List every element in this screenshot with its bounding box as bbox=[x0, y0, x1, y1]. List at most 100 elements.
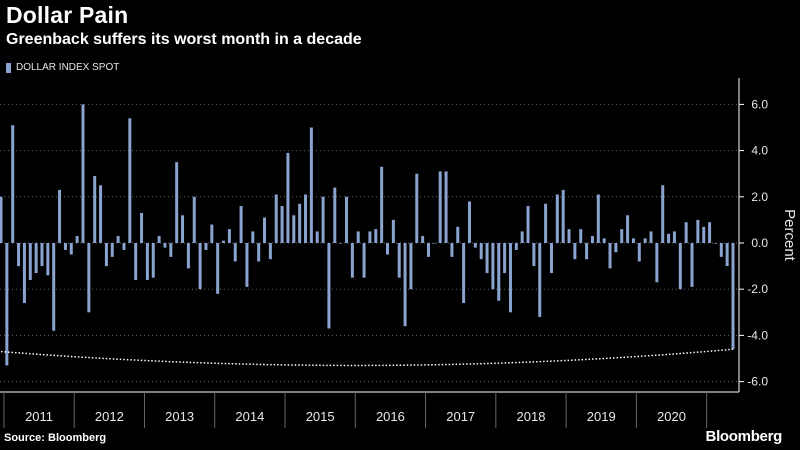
bar bbox=[672, 231, 676, 243]
bar bbox=[397, 243, 401, 278]
bar bbox=[145, 243, 149, 280]
bar bbox=[222, 240, 226, 243]
x-tick-label: 2012 bbox=[95, 409, 124, 424]
bar bbox=[573, 243, 577, 260]
bar bbox=[491, 243, 495, 290]
x-tick-label: 2018 bbox=[517, 409, 546, 424]
bar bbox=[274, 194, 278, 243]
bar bbox=[362, 243, 366, 278]
bar bbox=[163, 243, 167, 248]
bar bbox=[643, 238, 647, 243]
bar bbox=[151, 243, 155, 278]
bar bbox=[333, 187, 337, 243]
bar bbox=[304, 194, 308, 243]
bar bbox=[0, 196, 3, 243]
bar bbox=[280, 206, 284, 243]
chart-title: Dollar Pain bbox=[6, 2, 129, 28]
bar bbox=[403, 243, 407, 327]
y-tick-label: -2.0 bbox=[747, 282, 768, 296]
bar bbox=[585, 243, 589, 260]
source-note: Source: Bloomberg bbox=[4, 432, 107, 444]
bar bbox=[438, 171, 442, 243]
bar bbox=[637, 243, 641, 262]
bar bbox=[385, 243, 389, 255]
bar bbox=[63, 243, 67, 250]
x-tick-label: 2015 bbox=[306, 409, 335, 424]
bar bbox=[99, 185, 103, 243]
bar bbox=[309, 127, 313, 243]
brand-logo: Bloomberg bbox=[705, 428, 783, 445]
bar bbox=[555, 194, 559, 243]
y-tick-label: 6.0 bbox=[751, 97, 768, 111]
bar bbox=[87, 243, 91, 313]
bar bbox=[503, 243, 507, 274]
bar bbox=[661, 185, 665, 243]
bar bbox=[590, 236, 594, 243]
bar bbox=[210, 224, 214, 243]
bar bbox=[110, 243, 114, 257]
bar bbox=[497, 243, 501, 301]
bar bbox=[251, 231, 255, 243]
bar bbox=[567, 229, 571, 243]
bar bbox=[380, 166, 384, 243]
bar bbox=[339, 243, 343, 244]
bar bbox=[596, 194, 600, 243]
bar bbox=[614, 243, 618, 253]
bar bbox=[186, 243, 190, 269]
legend-swatch bbox=[6, 62, 11, 73]
y-tick-label: 0.0 bbox=[751, 236, 768, 250]
bar bbox=[58, 189, 62, 243]
chart-subtitle: Greenback suffers its worst month in a d… bbox=[6, 31, 362, 48]
bar bbox=[28, 243, 32, 280]
bar bbox=[17, 243, 21, 267]
bar bbox=[626, 215, 630, 243]
bar bbox=[450, 243, 454, 257]
bar bbox=[479, 243, 483, 260]
bar bbox=[134, 243, 138, 280]
bar bbox=[122, 243, 126, 250]
bar bbox=[286, 152, 290, 243]
trend-line bbox=[0, 348, 734, 367]
bar bbox=[233, 243, 237, 262]
bar bbox=[128, 118, 132, 243]
bar bbox=[239, 206, 243, 243]
bar bbox=[198, 243, 202, 290]
bars bbox=[0, 104, 735, 366]
bar bbox=[345, 196, 349, 243]
bar bbox=[169, 243, 173, 257]
y-axis-label: Percent bbox=[781, 209, 798, 262]
bar bbox=[649, 231, 653, 243]
bar bbox=[655, 243, 659, 283]
y-tick-label: -4.0 bbox=[747, 328, 768, 342]
bar bbox=[549, 243, 553, 274]
bar bbox=[5, 243, 9, 366]
x-tick-label: 2011 bbox=[25, 409, 53, 424]
axes: 6.0 4.0 2.0 0.0 -2.0 -4.0 -6.0 Percent 2011 2012 2… bbox=[0, 78, 798, 428]
bar bbox=[368, 231, 372, 243]
bar bbox=[227, 229, 231, 243]
bar bbox=[426, 243, 430, 257]
bar bbox=[520, 231, 524, 243]
bar bbox=[22, 243, 26, 304]
bar bbox=[690, 243, 694, 287]
bar bbox=[116, 236, 120, 243]
bar bbox=[456, 226, 460, 243]
bar bbox=[467, 201, 471, 243]
bar bbox=[602, 238, 606, 243]
bar bbox=[514, 243, 518, 250]
y-tick-label: 4.0 bbox=[751, 144, 768, 158]
bar bbox=[321, 196, 325, 243]
x-tick-label: 2017 bbox=[446, 409, 475, 424]
bar bbox=[157, 236, 161, 243]
bar bbox=[725, 243, 729, 267]
bar bbox=[140, 212, 144, 243]
y-tick-label: 2.0 bbox=[751, 190, 768, 204]
bar bbox=[526, 206, 530, 243]
trend-line-path bbox=[0, 348, 734, 367]
bar bbox=[421, 236, 425, 243]
bar bbox=[268, 243, 272, 260]
bar bbox=[327, 243, 331, 329]
bar bbox=[485, 243, 489, 274]
bar bbox=[374, 229, 378, 243]
